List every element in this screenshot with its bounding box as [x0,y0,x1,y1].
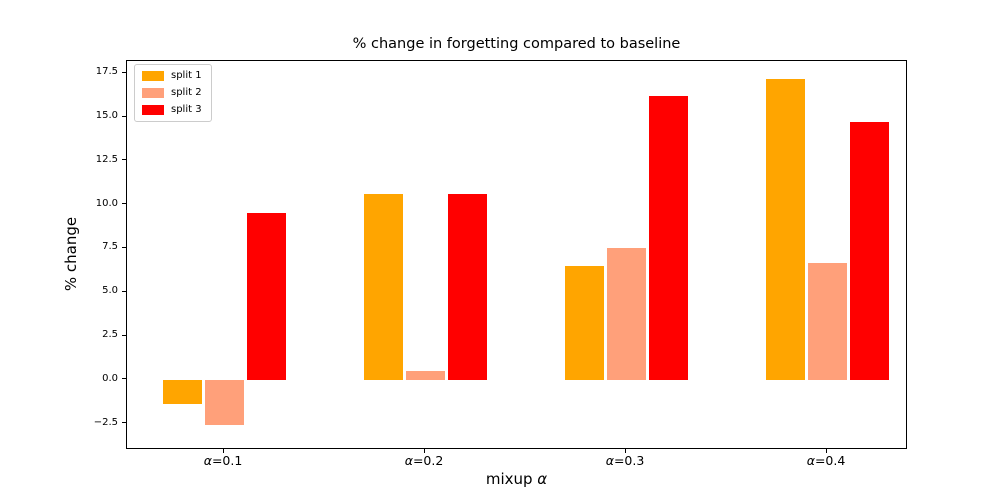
y-tick-label: 15.0 [95,110,118,122]
legend-label: split 3 [171,104,202,115]
legend-swatch [142,88,164,98]
y-axis-label: % change [62,216,80,292]
legend-swatch [142,105,164,115]
x-tick-label: α=0.4 [806,453,846,468]
chart-title: % change in forgetting compared to basel… [352,36,681,52]
y-tick-mark [122,159,126,161]
y-tick-mark [122,246,126,248]
y-tick-mark [122,378,126,380]
y-tick-mark [122,290,126,292]
bar [204,379,244,426]
bar [648,96,688,380]
y-tick-label: 17.5 [95,66,118,78]
x-tick-mark [222,449,224,453]
y-tick-mark [122,422,126,424]
y-tick-label: −2.5 [93,416,118,428]
y-tick-label: 10.0 [95,197,118,209]
x-tick-label: α=0.1 [203,453,243,468]
legend-entry: split 3 [142,104,202,116]
y-tick-label: 2.5 [102,329,118,341]
x-tick-mark [423,449,425,453]
bar [162,379,202,405]
legend-entry: split 2 [142,87,202,99]
x-tick-label: α=0.3 [605,453,645,468]
bar [447,194,487,380]
bar [849,122,889,380]
y-tick-mark [122,203,126,205]
bar [363,194,403,380]
y-tick-label: 5.0 [102,285,118,297]
x-tick-mark [825,449,827,453]
x-axis-label: mixup α [485,470,548,488]
bar [807,262,847,380]
y-tick-label: 0.0 [102,372,118,384]
legend-entry: split 1 [142,70,202,82]
legend-label: split 1 [171,70,202,81]
bar [246,213,286,380]
bar [405,371,445,380]
legend-label: split 2 [171,87,202,98]
bar [564,266,604,380]
legend-swatch [142,71,164,81]
y-tick-mark [122,334,126,336]
bar [606,248,646,380]
bar [765,78,805,380]
y-tick-mark [122,115,126,117]
y-tick-label: 12.5 [95,153,118,165]
plot-area: split 1 split 2 split 3 [126,60,907,449]
legend: split 1 split 2 split 3 [134,64,212,122]
x-tick-mark [624,449,626,453]
y-tick-mark [122,71,126,73]
x-tick-label: α=0.2 [404,453,444,468]
y-tick-label: 7.5 [102,241,118,253]
